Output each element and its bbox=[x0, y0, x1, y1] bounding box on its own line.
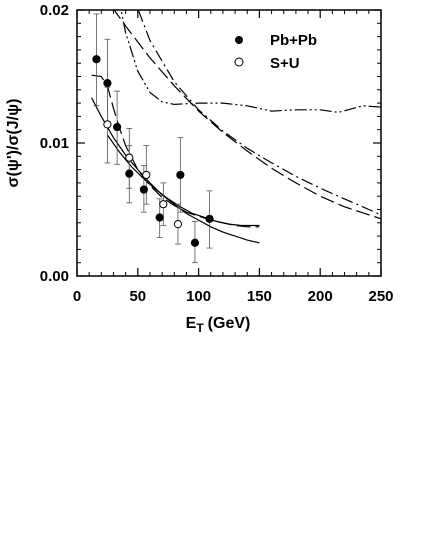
x-tick-label: 200 bbox=[308, 288, 333, 305]
x-tick-label: 150 bbox=[247, 288, 272, 305]
legend-label-su: S+U bbox=[270, 55, 300, 72]
su-data-point bbox=[125, 153, 134, 162]
legend: Pb+Pb S+U bbox=[234, 32, 317, 72]
model-curve-4 bbox=[120, 10, 381, 114]
legend-marker-su bbox=[234, 57, 244, 67]
x-tick-label: 50 bbox=[129, 288, 146, 305]
su-data-point bbox=[142, 170, 151, 180]
legend-marker-pbpb bbox=[235, 36, 243, 44]
y-axis-title: σ(ψ')/σ(J/ψ) bbox=[5, 99, 22, 188]
model-curve-5 bbox=[113, 10, 381, 220]
x-axis-subscript: T bbox=[196, 321, 204, 335]
legend-label-pbpb: Pb+Pb bbox=[270, 32, 317, 49]
x-tick-label: 100 bbox=[186, 288, 211, 305]
pbpb-data-point bbox=[176, 170, 185, 180]
su-data-point bbox=[103, 120, 112, 129]
su-data-point bbox=[159, 200, 168, 209]
model-curve-3 bbox=[91, 74, 260, 228]
x-tick-label: 0 bbox=[73, 288, 81, 305]
data-markers bbox=[92, 55, 214, 247]
model-curve-1 bbox=[91, 97, 260, 244]
pbpb-data-point bbox=[190, 238, 200, 247]
y-tick-label: 0.01 bbox=[40, 135, 69, 152]
su-data-point bbox=[173, 220, 183, 229]
error-bars bbox=[93, 13, 213, 264]
pbpb-data-point bbox=[205, 214, 214, 223]
pbpb-data-point bbox=[113, 122, 122, 132]
y-tick-label: 0.02 bbox=[40, 2, 69, 19]
pbpb-data-point bbox=[125, 169, 134, 178]
y-tick-label: 0.00 bbox=[40, 268, 69, 285]
axis-tick-labels: 0 50 100 150 200 250 0.00 0.01 0.02 bbox=[40, 2, 394, 305]
axis-ticks bbox=[76, 9, 382, 277]
model-curve-6 bbox=[137, 10, 381, 216]
pbpb-data-point bbox=[139, 185, 148, 194]
x-axis-title: ET (GeV) bbox=[186, 315, 251, 335]
pbpb-data-point bbox=[103, 79, 112, 88]
model-curves bbox=[91, 10, 381, 244]
plot-frame bbox=[76, 9, 382, 277]
pbpb-data-point bbox=[155, 213, 164, 222]
x-tick-label: 250 bbox=[368, 288, 393, 305]
pbpb-data-point bbox=[92, 55, 101, 64]
